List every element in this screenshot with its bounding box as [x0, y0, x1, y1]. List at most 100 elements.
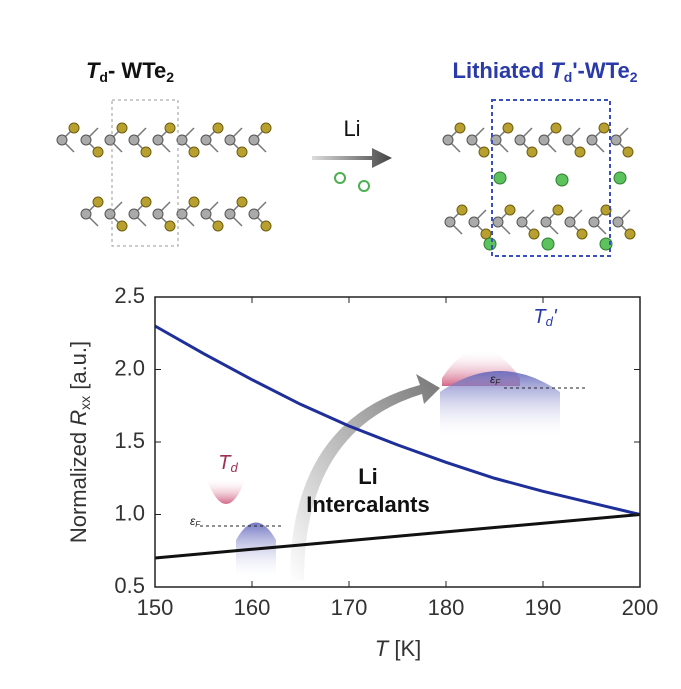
label-part: R [66, 410, 91, 426]
atom [248, 208, 260, 220]
atom [224, 208, 236, 220]
conduction-band [206, 478, 246, 504]
atom [152, 208, 164, 220]
y-tick-label: 2.5 [114, 283, 145, 308]
atom [80, 208, 92, 220]
plot-frame [154, 296, 641, 588]
atom [492, 216, 504, 228]
x-axis-label: T [K] [375, 636, 421, 661]
label-part: [a.u.] [66, 341, 91, 396]
atom [598, 122, 610, 134]
atom [624, 228, 636, 240]
atom [538, 134, 550, 146]
atom [260, 122, 272, 134]
atom [552, 204, 564, 216]
atom [104, 208, 116, 220]
label-part: T [86, 58, 101, 83]
atom [574, 146, 586, 158]
arrow-label: Li [343, 116, 360, 141]
atom [128, 134, 140, 146]
atom [128, 208, 140, 220]
y-tick-label: 1.0 [114, 500, 145, 525]
atom [212, 220, 224, 232]
atom [248, 134, 260, 146]
left-label: Td- WTe2 [86, 58, 174, 85]
label-part: xx [77, 396, 93, 410]
atom [80, 134, 92, 146]
atom [68, 122, 80, 134]
y-tick-label: 1.5 [114, 428, 145, 453]
atom [480, 228, 492, 240]
atom [502, 122, 514, 134]
label-part: F [195, 520, 201, 529]
x-tick-label: 190 [525, 595, 562, 620]
unit-cell [491, 99, 611, 257]
label-part: d [546, 314, 554, 329]
atom [516, 216, 528, 228]
label-part: 2 [166, 69, 174, 85]
atom [504, 204, 516, 216]
x-tick-label: 170 [331, 595, 368, 620]
atom [478, 146, 490, 158]
y-tick-label: 0.5 [114, 573, 145, 598]
atom [610, 134, 622, 146]
atom [164, 220, 176, 232]
li-ion [483, 237, 497, 251]
li-ion [613, 171, 627, 185]
atom [152, 134, 164, 146]
atom [140, 146, 152, 158]
atom [212, 122, 224, 134]
x-tick-label: 200 [622, 595, 659, 620]
label-part: T [550, 58, 565, 83]
atom [550, 122, 562, 134]
annotation: Td' [533, 306, 557, 329]
crystal-structures [56, 122, 636, 251]
atom [528, 228, 540, 240]
li-ion [358, 180, 370, 192]
atom [576, 228, 588, 240]
unit-cell [111, 99, 179, 247]
atom [200, 208, 212, 220]
annotation: εF [490, 372, 501, 387]
label-part: T [218, 452, 232, 474]
label-part: T [533, 306, 547, 328]
intercalation-arrow [290, 374, 440, 580]
atom [622, 146, 634, 158]
annotation: εF [190, 514, 201, 529]
atom [564, 216, 576, 228]
annotation: Td [218, 452, 238, 475]
atom [92, 196, 104, 208]
x-tick-label: 180 [428, 595, 465, 620]
series-line [154, 324, 641, 516]
label-part: d [99, 69, 108, 85]
li-ion [541, 237, 555, 251]
li-ion [555, 173, 569, 187]
atom [224, 134, 236, 146]
atom [444, 216, 456, 228]
atom [454, 122, 466, 134]
annotation: Li [358, 464, 378, 489]
atom [514, 134, 526, 146]
label-part: Lithiated [453, 58, 551, 83]
x-tick-label: 150 [137, 595, 174, 620]
atom [456, 204, 468, 216]
y-tick-label: 2.0 [114, 355, 145, 380]
label-part: 2 [630, 69, 638, 85]
li-ion [493, 171, 507, 185]
atom [526, 146, 538, 158]
atom [562, 134, 574, 146]
x-tick-label: 160 [234, 595, 271, 620]
atom [92, 146, 104, 158]
atom [236, 146, 248, 158]
label-part: F [495, 378, 501, 387]
atom [540, 216, 552, 228]
label-part: Normalized [66, 426, 91, 543]
atom [176, 208, 188, 220]
label-part: ' [553, 306, 558, 328]
atom [588, 216, 600, 228]
atom [260, 220, 272, 232]
atom [236, 196, 248, 208]
atom [116, 122, 128, 134]
label-part: -WTe [578, 58, 630, 83]
